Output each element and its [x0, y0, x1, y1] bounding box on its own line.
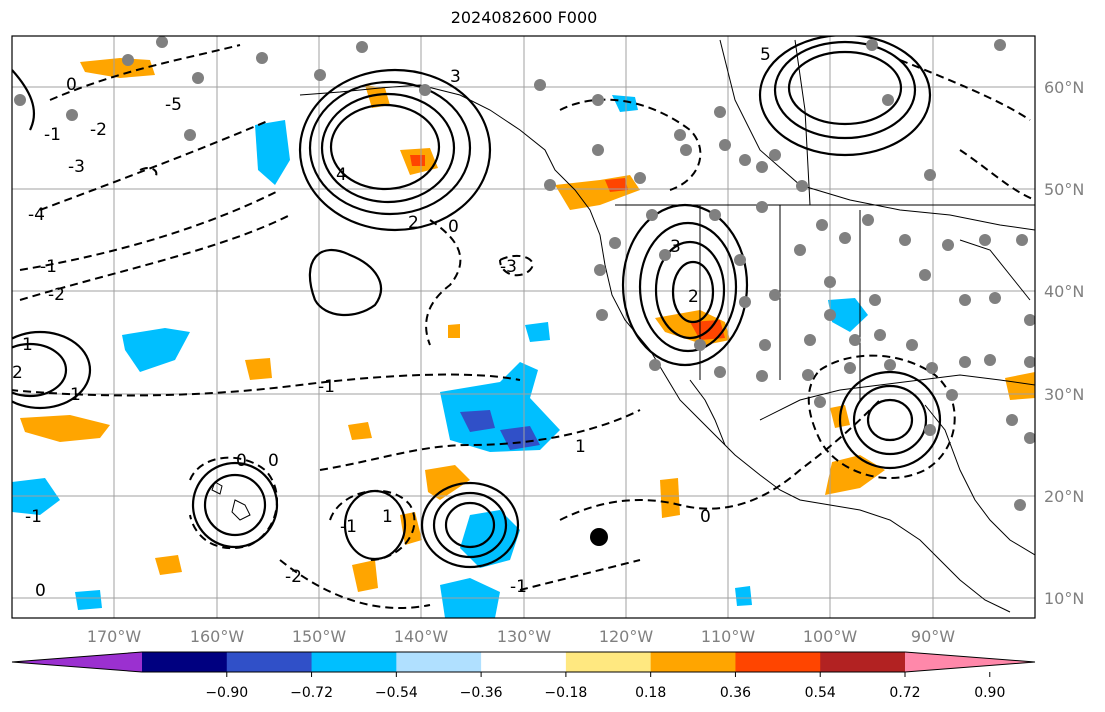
colorbar-extend-high — [905, 652, 1035, 672]
colorbar-extend-low — [12, 652, 142, 672]
colorbar-segment — [226, 652, 313, 672]
colorbar-segment — [481, 652, 567, 672]
lon-label: 170°W — [87, 627, 142, 646]
colorbar-tick-label: 0.72 — [889, 685, 920, 701]
contour-label: 1 — [22, 335, 33, 355]
contour-label: 0 — [448, 217, 459, 237]
solid-contours — [12, 36, 942, 569]
colorbar-tick-label: 0.90 — [974, 685, 1005, 701]
contour-label: 0 — [700, 507, 711, 527]
contour-label: -3 — [68, 157, 85, 177]
marker-dot — [590, 528, 608, 546]
contour-label: 0 — [35, 581, 46, 601]
latitude-labels: 60°N 50°N 40°N 30°N 20°N 10°N — [1044, 78, 1084, 608]
lon-label: 110°W — [701, 627, 756, 646]
contour-label: -2 — [285, 567, 302, 587]
contour-label: -1 — [510, 577, 527, 597]
contour-label: 4 — [336, 165, 347, 185]
contour-labels: 0 -1 -2 -3 -4 -5 1 2 3 4 5 -1 0 2 -2 1 -… — [12, 45, 771, 601]
contour-label: 1 — [382, 507, 393, 527]
colorbar-tick-label: −0.36 — [460, 685, 503, 701]
contour-label: -4 — [28, 205, 45, 225]
contour-label: 0 — [268, 451, 279, 471]
lat-label: 60°N — [1044, 78, 1084, 97]
lon-label: 120°W — [599, 627, 654, 646]
lon-label: 160°W — [190, 627, 245, 646]
lat-label: 20°N — [1044, 487, 1084, 506]
colorbar-tick-label: −0.90 — [205, 685, 248, 701]
contour-label: 2 — [688, 287, 699, 307]
shaded-anomalies — [12, 58, 1035, 618]
contour-label: 2 — [12, 363, 23, 383]
colorbar-segment — [820, 652, 906, 672]
colorbar-tick-label: 0.36 — [720, 685, 751, 701]
contour-label: -3 — [500, 257, 517, 277]
contour-label: -2 — [90, 120, 107, 140]
colorbar-outline — [11, 651, 1036, 673]
longitude-labels: 170°W 160°W 150°W 140°W 130°W 120°W 110°… — [87, 627, 955, 646]
lon-label: 90°W — [911, 627, 955, 646]
station-dots — [14, 36, 1035, 511]
contour-label: 2 — [408, 213, 419, 233]
lat-label: 40°N — [1044, 282, 1084, 301]
contour-label: 3 — [450, 67, 461, 87]
contour-label: -1 — [44, 125, 61, 145]
contour-label: -2 — [48, 285, 65, 305]
colorbar-segment — [565, 652, 652, 672]
lon-label: 100°W — [803, 627, 858, 646]
contour-label: -1 — [25, 507, 42, 527]
colorbar-tick-label: 0.54 — [805, 685, 836, 701]
contour-label: 1 — [70, 385, 81, 405]
contour-label: -1 — [318, 377, 335, 397]
colorbar-tick-label: −0.18 — [544, 685, 587, 701]
colorbar: −0.90 −0.72 −0.54 −0.36 −0.18 0.18 0.36 0.54 0.7… — [11, 651, 1036, 701]
contour-label: 1 — [575, 437, 586, 457]
colorbar-tick-label: −0.54 — [375, 685, 418, 701]
colorbar-tick-label: −0.72 — [290, 685, 333, 701]
contour-label: 5 — [760, 45, 771, 65]
lat-label: 50°N — [1044, 180, 1084, 199]
contour-label: -5 — [165, 95, 182, 115]
contour-label: 0 — [66, 75, 77, 95]
lon-label: 150°W — [292, 627, 347, 646]
contour-label: 0 — [236, 451, 247, 471]
dashed-contours — [12, 44, 1035, 609]
lat-label: 10°N — [1044, 589, 1084, 608]
colorbar-segment — [396, 652, 482, 672]
contour-label: -1 — [340, 517, 357, 537]
map-frame — [11, 35, 1036, 619]
contour-label: -1 — [40, 257, 57, 277]
lat-label: 30°N — [1044, 385, 1084, 404]
lon-label: 130°W — [497, 627, 552, 646]
graticule — [12, 36, 1035, 618]
lon-label: 140°W — [394, 627, 449, 646]
colorbar-tick-label: 0.18 — [635, 685, 666, 701]
colorbar-segment — [650, 652, 736, 672]
colorbar-segment — [142, 652, 228, 672]
colorbar-segment — [311, 652, 397, 672]
map-title: 2024082600 F000 — [450, 8, 598, 27]
contour-label: 3 — [670, 237, 681, 257]
colorbar-segment — [735, 652, 821, 672]
